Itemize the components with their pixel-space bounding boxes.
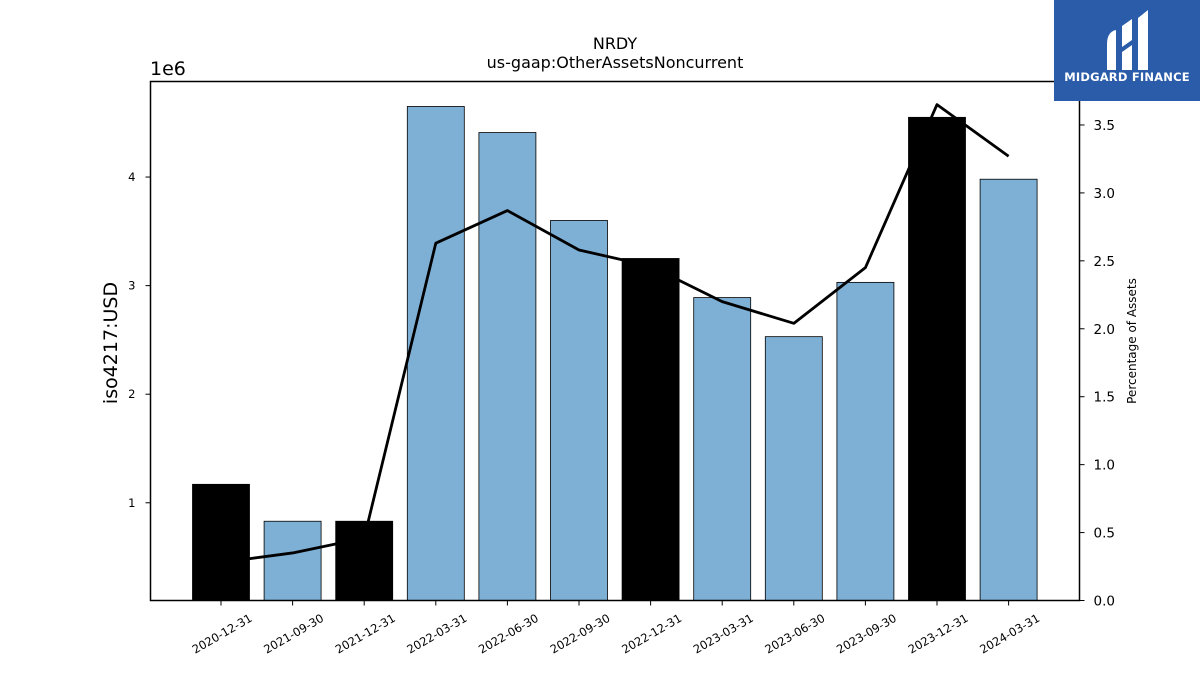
logo: MIDGARD FINANCE [1054, 0, 1200, 101]
y2-axis-label: Percentage of Assets [1125, 278, 1139, 404]
y2-tick-label: 0.0 [1094, 594, 1115, 610]
x-tick-label: 2024-03-31 [977, 611, 1042, 657]
x-tick-label: 2023-12-31 [906, 611, 971, 657]
plot-frame [149, 80, 1081, 602]
y-ticks: 1 2 3 4 [128, 170, 151, 510]
bar-2023-09-30 [836, 281, 895, 601]
y-tick-label: 2 [128, 387, 135, 401]
x-tick-label: 2023-09-30 [834, 611, 899, 657]
bars [192, 106, 1038, 601]
x-tick-label: 2022-12-31 [619, 611, 684, 657]
y2-tick-label: 2.0 [1094, 322, 1115, 338]
bar-2022-12-31 [621, 258, 680, 601]
chart-subtitle: us-gaap:OtherAssetsNoncurrent [487, 53, 744, 72]
x-tick-label: 2020-12-31 [190, 611, 255, 657]
y2-tick-label: 3.5 [1094, 118, 1115, 134]
x-tick-label: 2022-09-30 [548, 611, 613, 657]
y2-ticks: 0.0 0.5 1.0 1.5 2.0 2.5 3.0 3.5 [1079, 118, 1115, 610]
percentage-line-path [220, 103, 1010, 564]
bar-2022-03-31 [406, 106, 465, 601]
y2-tick-label: 3.0 [1094, 186, 1115, 202]
x-tick-label: 2023-06-30 [762, 611, 827, 657]
x-tick-label: 2021-12-31 [333, 611, 398, 657]
bar-2020-12-31 [192, 483, 250, 601]
chart-title: NRDY [593, 34, 638, 53]
midgard-logo-icon [1107, 10, 1148, 70]
bar-2023-06-30 [764, 336, 823, 601]
bar-2021-09-30 [263, 520, 322, 601]
x-tick-label: 2021-09-30 [261, 611, 326, 657]
y-tick-label: 1 [128, 496, 135, 510]
logo-text: MIDGARD FINANCE [1064, 70, 1190, 84]
bar-2023-03-31 [693, 297, 752, 601]
x-ticks: 2020-12-31 2021-09-30 2021-12-31 2022-03-31… [190, 600, 1042, 657]
percentage-line [220, 103, 1010, 564]
x-tick-label: 2022-06-30 [476, 611, 541, 657]
y2-tick-label: 0.5 [1094, 526, 1115, 542]
y-offset-label: 1e6 [150, 58, 186, 80]
y-tick-label: 4 [128, 170, 135, 184]
bar-2022-06-30 [478, 132, 537, 601]
y2-tick-label: 1.5 [1094, 390, 1115, 406]
bar-2023-12-31 [908, 116, 966, 601]
x-tick-label: 2022-03-31 [404, 611, 469, 657]
bar-2022-09-30 [550, 220, 608, 601]
x-tick-label: 2023-03-31 [691, 611, 756, 657]
bar-2024-03-31 [979, 178, 1038, 601]
y2-tick-label: 1.0 [1094, 458, 1115, 474]
y2-tick-label: 2.5 [1094, 254, 1115, 270]
y-axis-label: iso4217:USD [100, 282, 122, 404]
y-tick-label: 3 [128, 279, 135, 293]
